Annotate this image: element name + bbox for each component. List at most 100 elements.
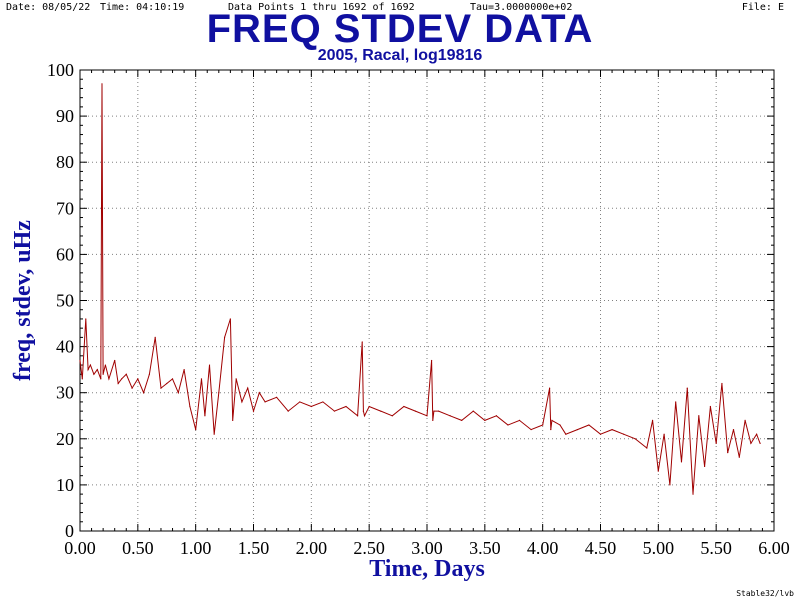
chart-title: FREQ STDEV DATA [206,7,594,51]
data-point [432,419,434,421]
data-point [738,456,740,458]
data-point [204,415,206,417]
data-point [634,438,636,440]
data-point [599,433,602,435]
header-date: Date: 08/05/22 [6,2,91,13]
data-point [100,378,102,380]
data-point [189,405,191,408]
data-point [357,415,359,417]
data-point [96,369,98,371]
data-point [108,378,110,380]
data-point [102,373,104,375]
data-point [93,373,95,375]
data-point [744,419,746,421]
data-point [114,359,116,362]
data-point [403,405,405,408]
data-point [431,359,433,362]
data-point [646,447,648,449]
y-tick-label: 40 [56,337,74,357]
data-point [657,470,659,472]
data-point [241,401,243,403]
data-point [675,401,677,403]
y-tick-label: 90 [56,106,74,126]
data-point [484,419,486,421]
data-point [727,452,729,454]
data-point [495,415,497,417]
data-point [247,387,249,389]
data-point [732,428,735,431]
data-point [322,401,324,403]
data-point [143,392,145,394]
data-point [333,410,336,412]
data-point [588,424,590,426]
data-point [104,364,107,366]
y-tick-label: 80 [56,152,74,172]
x-tick-label: 3.50 [469,538,501,558]
data-point [391,415,393,417]
y-tick-label: 0 [65,521,74,541]
data-point [89,364,92,366]
data-point [121,378,123,380]
data-point [750,442,752,445]
data-point [223,336,226,338]
y-tick-label: 100 [47,60,74,80]
data-point [368,405,370,408]
data-point [87,369,89,371]
data-point [361,341,363,343]
x-tick-label: 4.00 [527,538,559,558]
data-point [166,382,168,385]
data-point [698,415,700,417]
footer-credit: Stable32/lvb [736,589,794,598]
header-file: File: E [741,2,784,13]
data-point [472,410,474,412]
data-point [195,428,197,431]
data-point [218,392,220,394]
data-point [550,428,552,431]
data-point [549,387,551,389]
data-point [559,424,561,426]
data-point [299,401,301,403]
x-tick-label: 5.00 [643,538,675,558]
data-point [137,378,139,380]
chart-subtitle: 2005, Racal, log19816 [317,47,483,64]
x-axis-label: Time, Days [369,556,485,582]
data-point [177,392,179,394]
data-point [117,382,119,385]
data-point [171,378,174,380]
header-tau: Tau=3.0000000e+02 [470,2,573,13]
y-tick-label: 20 [56,429,74,449]
data-point [518,419,521,421]
data-point [208,364,211,366]
data-point [345,405,347,408]
x-tick-label: 6.00 [758,538,790,558]
x-tick-label: 4.50 [585,538,617,558]
data-point [264,401,266,403]
data-point [576,428,578,431]
data-point [507,424,509,426]
data-point [709,405,711,408]
data-point [200,378,203,380]
data-point [542,424,544,426]
data-point [530,428,532,431]
data-point [310,405,312,408]
data-point [437,410,440,412]
data-point [85,318,87,320]
data-point [414,410,417,412]
data-point [623,433,625,435]
y-axis-label: freq, stdev, uHz [10,220,36,381]
y-tick-label: 50 [56,291,74,311]
data-point [680,461,683,463]
data-point [756,433,758,435]
data-point [449,415,451,417]
data-point [461,419,463,421]
data-point [125,373,127,375]
x-tick-label: 1.00 [180,538,212,558]
data-point [287,410,289,412]
x-tick-label: 5.50 [700,538,732,558]
data-point [258,392,260,394]
data-point [79,359,81,362]
data-point [433,410,435,412]
data-point [154,336,156,338]
